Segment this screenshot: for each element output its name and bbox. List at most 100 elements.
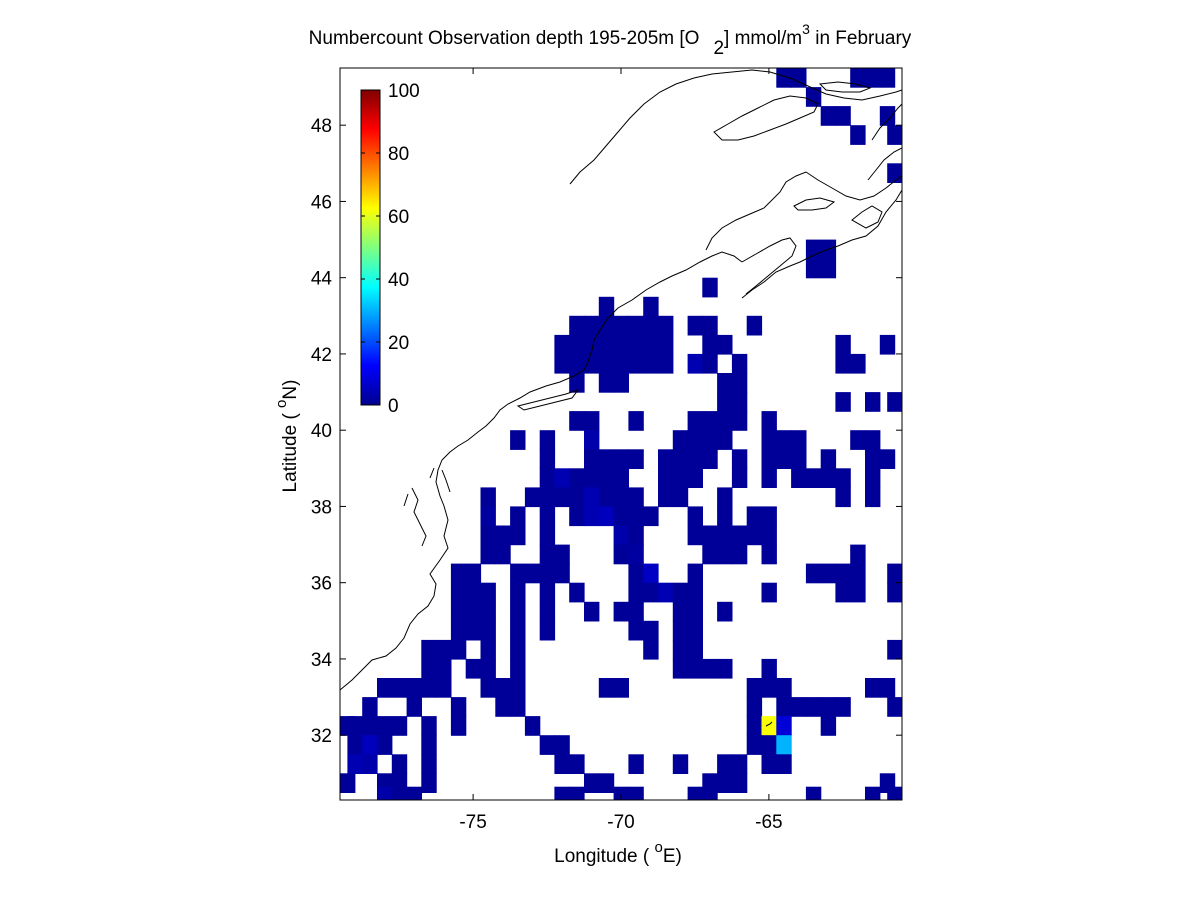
heatmap-cell	[510, 601, 526, 622]
heatmap-cell	[865, 392, 881, 412]
heatmap-cell	[865, 678, 881, 698]
heatmap-cell	[510, 620, 526, 641]
heatmap-cell	[495, 525, 511, 546]
heatmap-cell	[569, 353, 585, 374]
heatmap-cell	[687, 582, 703, 603]
heatmap-cell	[524, 716, 541, 736]
coastline-gaspe	[713, 95, 819, 141]
heatmap-cell	[687, 315, 703, 336]
heatmap-cell	[510, 430, 526, 450]
heatmap-cell	[887, 125, 902, 145]
heatmap-cell	[658, 353, 674, 374]
heatmap-cell	[643, 315, 659, 336]
heatmap-cell	[835, 334, 851, 355]
heatmap-cell	[717, 601, 733, 622]
heatmap-cell	[495, 697, 511, 717]
heatmap-cell	[879, 334, 896, 355]
heatmap-cell	[746, 525, 763, 546]
heatmap-cell	[495, 544, 511, 565]
heatmap-cell	[377, 678, 393, 698]
heatmap-cell	[584, 773, 600, 793]
heatmap-cell	[717, 525, 733, 546]
heatmap-cell	[717, 392, 733, 412]
heatmap-cell	[569, 786, 585, 800]
heatmap-cell	[362, 735, 378, 755]
heatmap-cell	[539, 582, 556, 603]
colorbar: 0 20 40 60 80 100	[360, 81, 420, 417]
heatmap-cell	[702, 277, 718, 298]
heatmap-cell	[687, 786, 703, 800]
heatmap-cell	[865, 487, 881, 508]
heatmap-cell	[865, 468, 881, 488]
heatmap-cell	[613, 315, 629, 336]
heatmap-cell	[510, 506, 526, 527]
heatmap-cell	[406, 786, 422, 800]
heatmap-cell	[791, 468, 807, 488]
heatmap-cell	[347, 735, 363, 755]
heatmap-cell	[643, 620, 659, 641]
heatmap-cell	[362, 754, 378, 774]
heatmap-cell	[584, 411, 600, 431]
heatmap-cell	[672, 639, 689, 660]
heatmap-cell	[717, 373, 733, 393]
heatmap-cell	[776, 430, 792, 450]
heatmap-cell	[554, 487, 570, 508]
heatmap-cell	[539, 563, 556, 584]
coastline-gulf-st-lawrence	[705, 171, 902, 251]
heatmap-cell	[820, 697, 837, 717]
heatmap-cell	[717, 773, 733, 793]
heatmap-cell	[598, 296, 615, 317]
heatmap-cell	[377, 735, 393, 755]
heatmap-cell	[805, 239, 822, 260]
heatmap-cell	[879, 68, 896, 88]
heatmap-cell	[628, 544, 644, 565]
heatmap-cell	[850, 430, 866, 450]
heatmap-cell	[510, 582, 526, 603]
heatmap-cell	[658, 487, 674, 508]
colorbar-tick-label: 80	[388, 144, 409, 165]
heatmap-cell	[702, 334, 718, 355]
heatmap-cell	[835, 468, 851, 488]
heatmap-cell	[731, 544, 748, 565]
heatmap-cell	[761, 411, 777, 431]
y-tick-label: 40	[311, 421, 332, 442]
heatmap-cell	[340, 773, 356, 793]
heatmap-cell	[761, 544, 777, 565]
heatmap-cell	[450, 639, 467, 660]
heatmap-cell	[761, 468, 777, 488]
heatmap-cell	[761, 506, 777, 527]
heatmap-cell	[436, 678, 452, 698]
heatmap-cell	[465, 658, 482, 679]
coastline-pei	[793, 197, 836, 211]
heatmap-cell	[791, 449, 807, 469]
heatmap-cell	[480, 620, 496, 641]
colorbar-ticks: 0 20 40 60 80 100	[361, 81, 420, 417]
heatmap-cell	[569, 754, 585, 774]
heatmap-cell	[584, 506, 600, 527]
coastline-chesapeake	[403, 467, 451, 547]
heatmap-cell	[835, 697, 851, 717]
heatmap-cell	[598, 449, 615, 469]
heatmap-cell	[731, 468, 748, 488]
colorbar-tick-label: 40	[388, 270, 409, 291]
heatmap-cell	[717, 411, 733, 431]
coastline-us-east	[340, 251, 743, 691]
heatmap-cell	[480, 525, 496, 546]
heatmap-cell	[628, 525, 644, 546]
heatmap-cell	[584, 601, 600, 622]
heatmap-cell	[761, 754, 777, 774]
colorbar-tick-label: 60	[388, 207, 409, 228]
heatmap-cell	[835, 353, 851, 374]
heatmap-cell	[480, 487, 496, 508]
heatmap-cell	[539, 449, 556, 469]
heatmap-cell	[584, 449, 600, 469]
heatmap-cell	[554, 735, 570, 755]
heatmap-cell	[820, 258, 837, 279]
heatmap-cell	[628, 563, 644, 584]
heatmap-cell	[613, 373, 629, 393]
heatmap-cell	[820, 106, 837, 126]
heatmap-cell	[687, 601, 703, 622]
heatmap-cell	[687, 411, 703, 431]
heatmap-cell	[598, 334, 615, 355]
heatmap-cell	[421, 678, 437, 698]
